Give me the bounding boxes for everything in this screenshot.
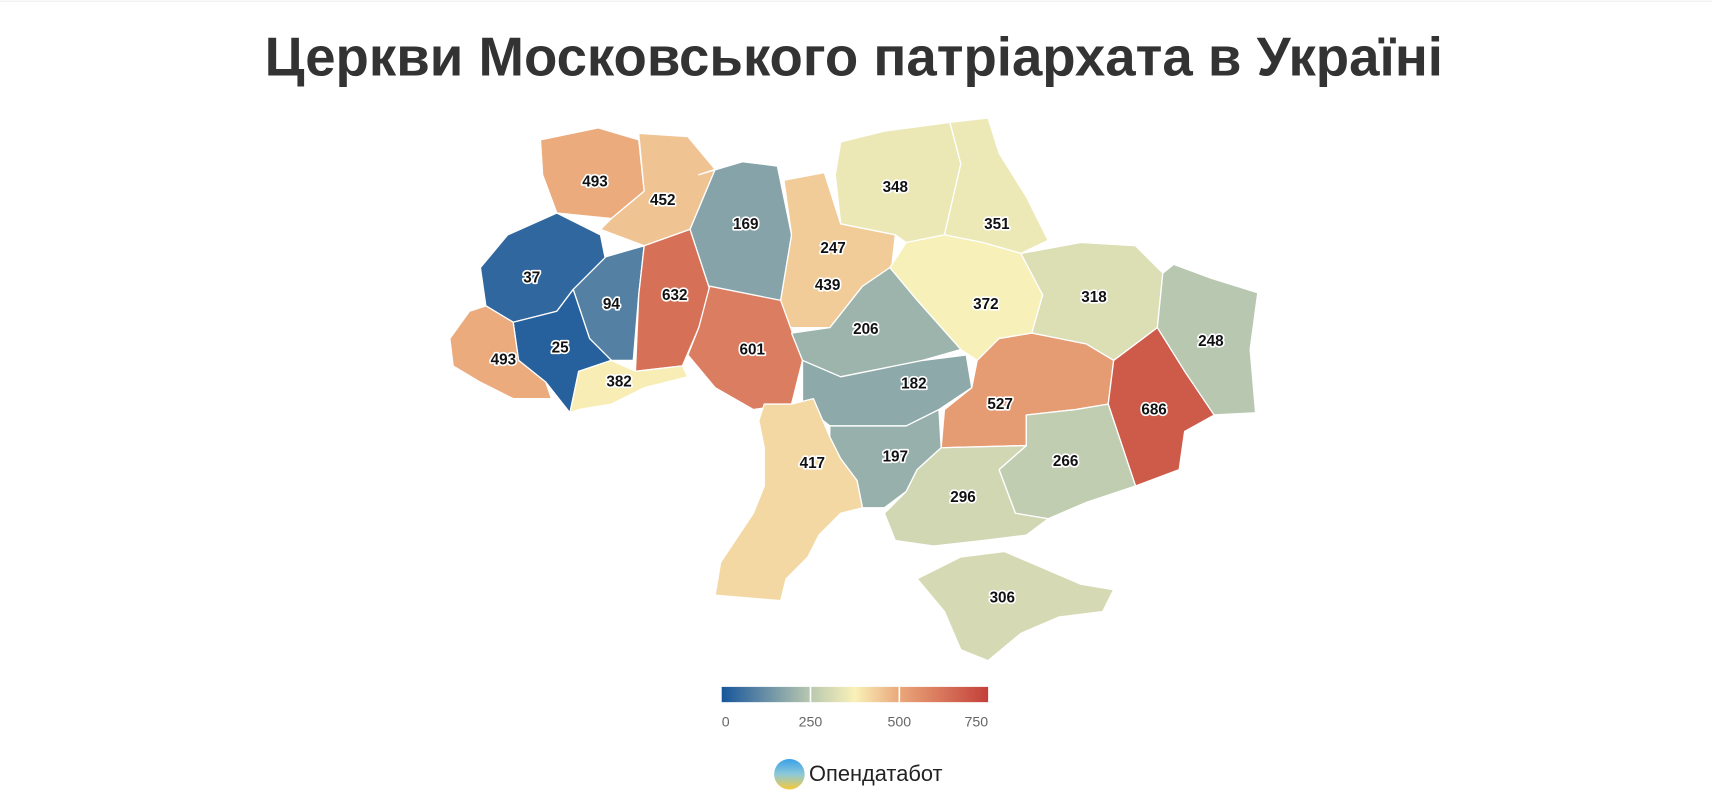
region-value: 248 (1198, 333, 1224, 350)
region-value: 318 (1081, 289, 1107, 306)
region-value: 601 (740, 342, 766, 359)
region-value: 348 (883, 179, 909, 196)
legend-tick-label: 250 (799, 715, 823, 731)
region (790, 266, 962, 378)
region-value: 452 (650, 192, 675, 209)
region-value: 417 (800, 455, 825, 472)
brand-name: Опендатабот (809, 761, 942, 786)
region-value: 351 (984, 216, 1010, 233)
color-legend: 0 250 500 750 (721, 686, 989, 731)
legend-tick-label: 500 (887, 715, 911, 731)
region-value: 306 (990, 589, 1015, 606)
legend-tick-label: 750 (964, 715, 988, 731)
region (569, 359, 689, 414)
region-value: 439 (815, 277, 840, 294)
region (883, 444, 1049, 547)
region-value: 94 (603, 296, 620, 313)
region-value: 296 (950, 489, 975, 506)
region-value: 527 (987, 396, 1012, 413)
brand-logo (774, 758, 805, 790)
region (943, 117, 1049, 255)
region (449, 305, 553, 400)
region-value: 206 (853, 321, 878, 338)
region-value: 266 (1053, 453, 1078, 470)
region-value: 247 (820, 240, 845, 257)
region (687, 285, 804, 411)
region-value: 182 (901, 375, 926, 392)
regions (449, 117, 1259, 662)
legend-tick-label: 0 (722, 715, 730, 731)
region (916, 550, 1115, 662)
region-value: 632 (662, 287, 687, 304)
region-value: 382 (606, 373, 631, 390)
region-value: 197 (883, 449, 908, 466)
chart-title: Церкви Московського патріархата в Україн… (265, 27, 1443, 88)
region-labels: 493 452 169 247 348 351 37 94 632 439 372 318 248 601… (489, 172, 1226, 608)
region-value: 493 (582, 173, 607, 190)
region-value: 493 (491, 351, 516, 368)
region-value: 37 (523, 270, 540, 287)
region-value: 25 (552, 339, 569, 356)
region-value: 686 (1141, 402, 1166, 419)
region-value: 169 (733, 216, 758, 233)
legend-bar (721, 686, 989, 703)
region-value: 372 (973, 296, 998, 313)
region (829, 408, 942, 509)
